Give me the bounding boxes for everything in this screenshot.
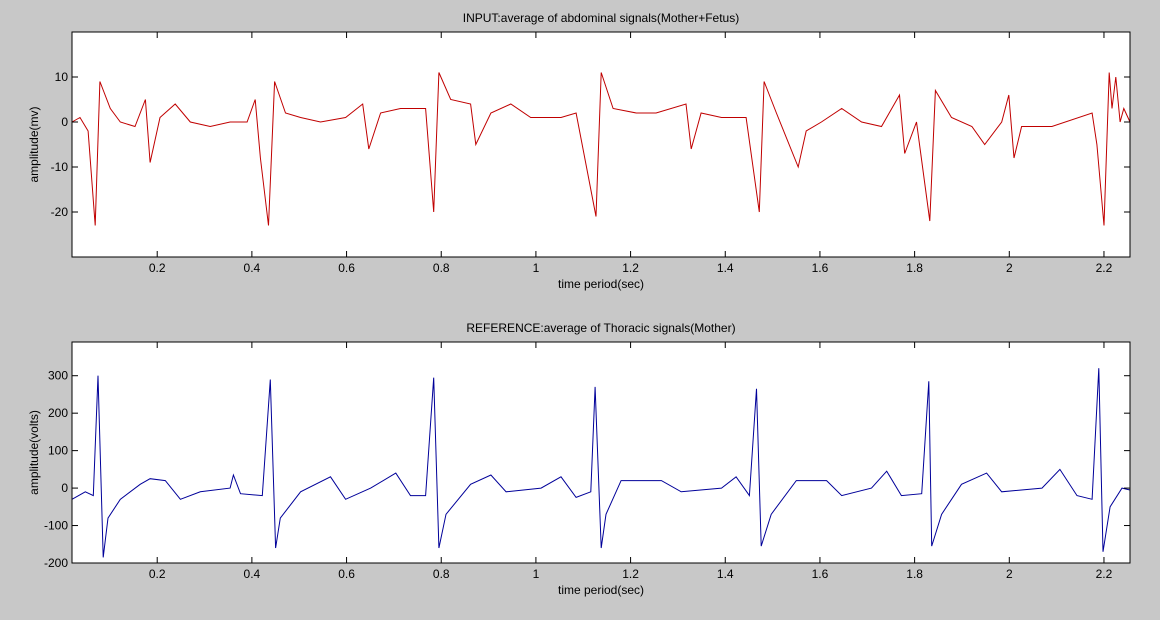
y-tick-label: 10 xyxy=(55,70,69,84)
axes-box xyxy=(71,31,1131,258)
y-axis-label: amplitude(volts) xyxy=(27,410,41,495)
x-tick-label: 0.8 xyxy=(433,567,450,581)
x-tick-label: 1.4 xyxy=(717,567,734,581)
y-tick-label: 300 xyxy=(48,369,68,383)
x-tick-label: 0.6 xyxy=(338,567,355,581)
signal-line xyxy=(71,72,1131,226)
x-tick-label: 0.2 xyxy=(149,567,166,581)
x-tick-label: 1.4 xyxy=(717,261,734,275)
y-tick-label: -200 xyxy=(44,556,68,570)
y-tick-label: 100 xyxy=(48,444,68,458)
axes-box xyxy=(71,341,1131,564)
x-tick-label: 1.6 xyxy=(812,261,829,275)
signal-line xyxy=(71,368,1131,558)
x-tick-label: 0.2 xyxy=(149,261,166,275)
chart-title: INPUT:average of abdominal signals(Mothe… xyxy=(463,11,739,25)
x-tick-label: 2.2 xyxy=(1096,261,1113,275)
x-tick-label: 0.4 xyxy=(244,567,261,581)
x-axis-label: time period(sec) xyxy=(558,583,644,597)
y-tick-label: -20 xyxy=(51,205,69,219)
plot-area xyxy=(72,32,1130,257)
x-axis-label: time period(sec) xyxy=(558,277,644,291)
x-tick-label: 1.2 xyxy=(622,261,639,275)
y-tick-label: -100 xyxy=(44,519,68,533)
x-tick-label: 0.4 xyxy=(244,261,261,275)
y-tick-label: 200 xyxy=(48,406,68,420)
x-tick-label: 1.8 xyxy=(906,261,923,275)
y-tick-label: -10 xyxy=(51,160,69,174)
x-tick-label: 1.6 xyxy=(812,567,829,581)
x-tick-label: 1.2 xyxy=(622,567,639,581)
x-tick-label: 2 xyxy=(1006,567,1013,581)
x-tick-label: 1.8 xyxy=(906,567,923,581)
x-tick-label: 2 xyxy=(1006,261,1013,275)
x-tick-label: 0.6 xyxy=(338,261,355,275)
y-axis-label: amplitude(mv) xyxy=(27,106,41,182)
x-tick-label: 1 xyxy=(533,261,540,275)
x-tick-label: 0.8 xyxy=(433,261,450,275)
y-tick-label: 0 xyxy=(61,481,68,495)
x-tick-label: 2.2 xyxy=(1096,567,1113,581)
plot-area xyxy=(72,342,1130,563)
y-tick-label: 0 xyxy=(61,115,68,129)
x-tick-label: 1 xyxy=(533,567,540,581)
chart-title: REFERENCE:average of Thoracic signals(Mo… xyxy=(466,321,735,335)
